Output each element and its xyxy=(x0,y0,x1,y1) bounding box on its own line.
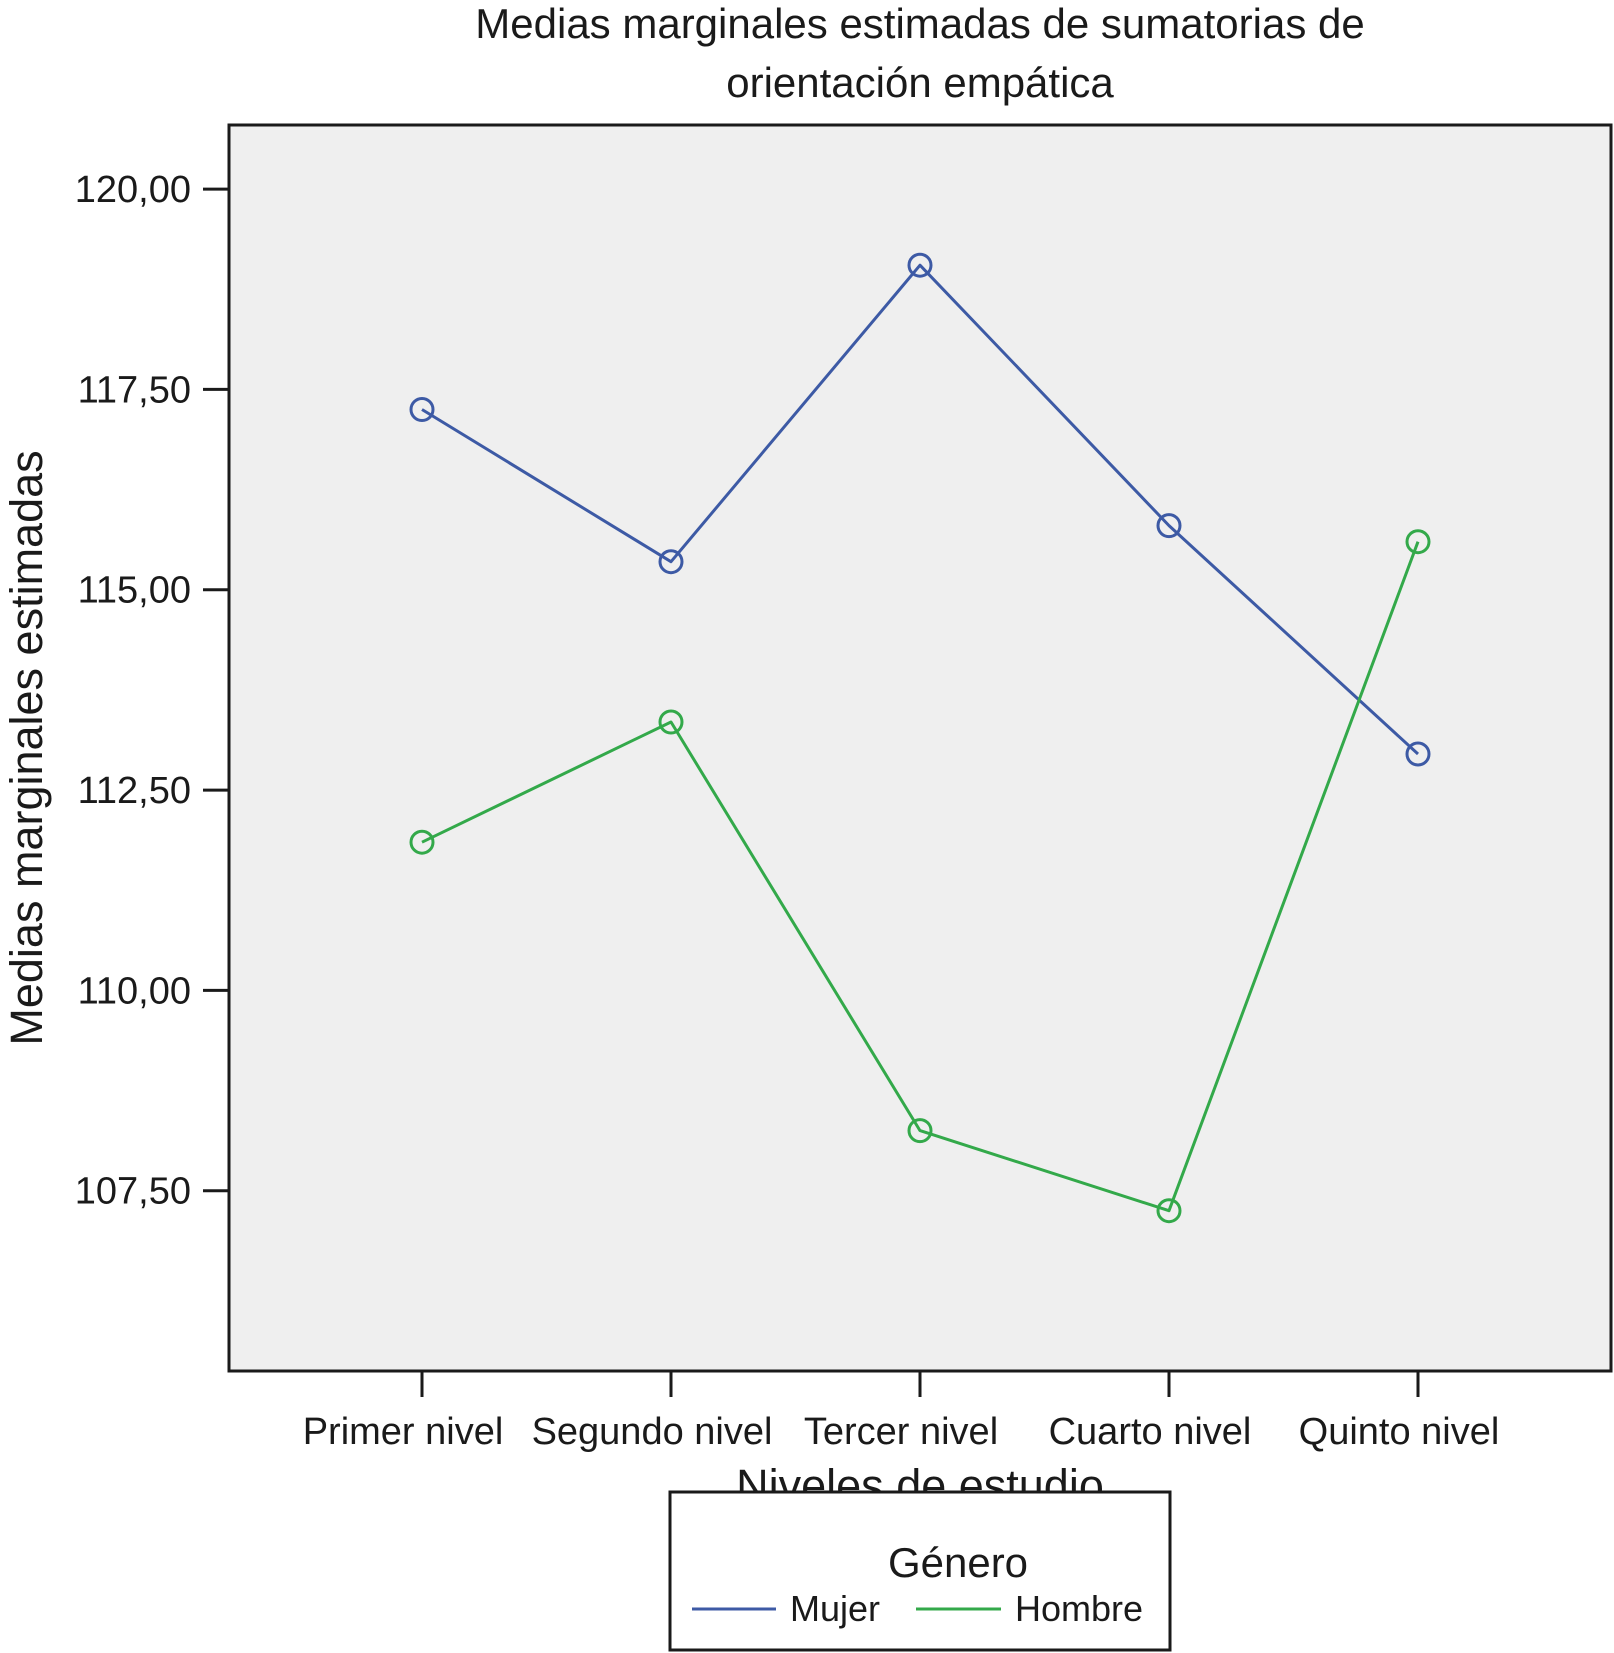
data-point-mujer xyxy=(409,397,435,422)
chart-title-line-2: orientación empática xyxy=(726,59,1114,106)
data-point-hombre xyxy=(658,709,684,735)
legend-title: Género xyxy=(888,1539,1028,1586)
data-point-mujer xyxy=(907,252,933,278)
x-tick-label: Quinto nivel xyxy=(1299,1411,1500,1453)
x-tick-label: Primer nivel xyxy=(303,1411,504,1453)
legend-label-mujer: Mujer xyxy=(790,1588,880,1629)
legend: Género Mujer Hombre xyxy=(668,1490,1172,1652)
x-tick-label: Tercer nivel xyxy=(804,1411,998,1453)
y-tick-label: 115,00 xyxy=(78,570,191,612)
legend-items: Mujer Hombre xyxy=(692,1588,1143,1629)
y-axis-title: Medias marginales estimadas xyxy=(1,450,52,1045)
chart-title-line-1: Medias marginales estimadas de sumatoria… xyxy=(475,0,1364,47)
data-point-mujer xyxy=(658,549,684,575)
series-line-mujer xyxy=(421,263,1420,756)
y-tick-label: 110,00 xyxy=(78,970,191,1012)
x-tick-label: Cuarto nivel xyxy=(1049,1411,1252,1453)
series-layer xyxy=(409,252,1431,1224)
y-tick-label: 112,50 xyxy=(78,770,191,812)
data-point-hombre xyxy=(409,829,435,855)
legend-box xyxy=(668,1490,1172,1652)
y-tick-label: 107,50 xyxy=(75,1171,191,1213)
data-point-mujer xyxy=(1156,513,1182,539)
legend-label-hombre: Hombre xyxy=(1015,1588,1143,1629)
data-point-mujer xyxy=(1405,741,1431,767)
data-point-hombre xyxy=(907,1118,933,1144)
data-point-hombre xyxy=(1405,529,1431,555)
data-point-hombre xyxy=(1156,1198,1182,1224)
x-tick-label: Segundo nivel xyxy=(532,1411,773,1453)
x-axis: Primer nivel Segundo nivel Tercer nivel Cua… xyxy=(303,1371,1500,1453)
plot-area xyxy=(227,123,1613,1373)
y-tick-label: 120,00 xyxy=(75,169,191,211)
y-axis: 107,50 110,00 112,50 115,00 117,50 120,00 xyxy=(75,169,229,1213)
y-tick-label: 117,50 xyxy=(78,369,191,411)
series-line-hombre xyxy=(421,541,1420,1213)
